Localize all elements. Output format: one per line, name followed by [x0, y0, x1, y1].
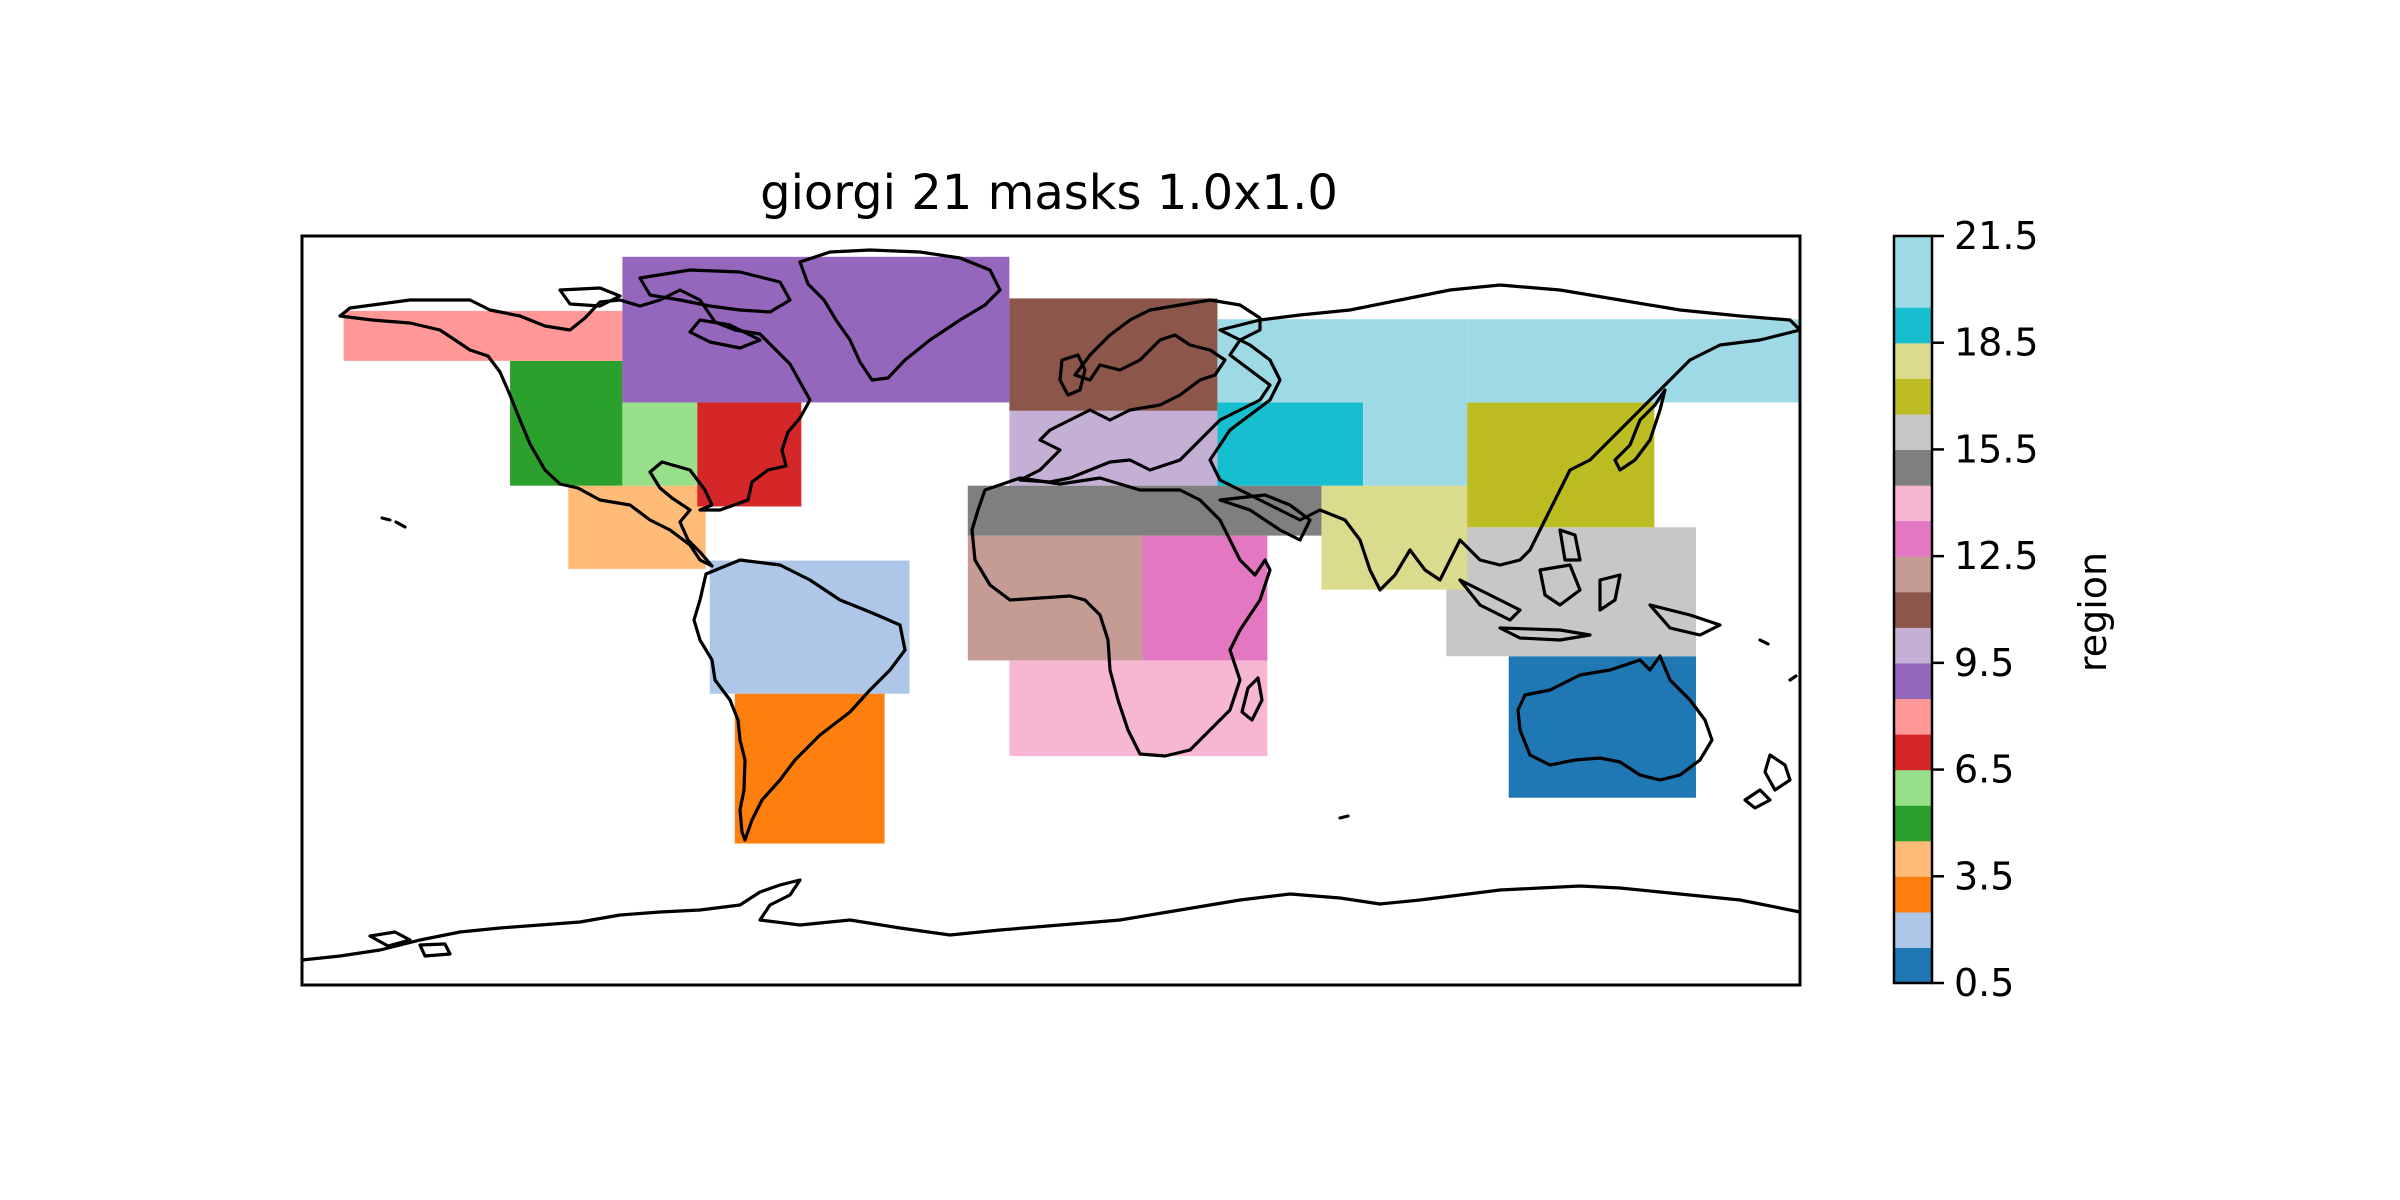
colorbar-swatch-16: [1894, 413, 1932, 451]
region-mask-13-12: [1142, 535, 1268, 661]
colorbar-tick-label-3: 9.5: [1954, 641, 2014, 685]
colorbar-label: region: [2071, 552, 2115, 672]
colorbar-swatch-20: [1894, 271, 1932, 308]
colorbar-swatch-18: [1894, 342, 1932, 379]
coastline-north-america: [338, 288, 812, 568]
colorbar: 0.5 3.5 6.5 9.5 12.5 15.5 18.5 21.5 region: [1892, 214, 2115, 1005]
coastline-madagascar: [1240, 676, 1264, 722]
colorbar-swatch-10: [1894, 627, 1932, 664]
coastline-arctic-islands: [558, 268, 792, 350]
colorbar-swatches: [1894, 236, 1932, 984]
coastline-europe: [1018, 298, 1272, 484]
region-mask-10-9: [1009, 410, 1218, 486]
map-area: [300, 234, 1802, 987]
coastline-south-america: [692, 558, 907, 842]
coastlines: [302, 248, 1800, 962]
colorbar-swatch-5: [1894, 805, 1932, 842]
colorbar-swatch-19: [1894, 307, 1932, 344]
colorbar-tick-label-6: 18.5: [1954, 321, 2039, 365]
colorbar-swatch-15: [1894, 449, 1932, 486]
colorbar-swatch-11: [1894, 591, 1932, 628]
colorbar-swatch-8: [1894, 698, 1932, 735]
coastline-indonesia: [1458, 528, 1722, 642]
region-mask-4-3: [568, 485, 706, 569]
map-title: giorgi 21 masks 1.0x1.0: [760, 165, 1338, 221]
colorbar-tick-label-2: 6.5: [1954, 748, 2014, 792]
colorbar-swatch-14: [1894, 485, 1932, 522]
region-mask-1-0: [1508, 656, 1696, 798]
colorbar-swatch-12: [1894, 556, 1932, 593]
colorbar-ticks: 0.5 3.5 6.5 9.5 12.5 15.5 18.5 21.5: [1932, 214, 2039, 1005]
region-mask-3-2: [734, 693, 885, 844]
region-mask-11-10: [1009, 298, 1218, 411]
region-mask-2-1: [709, 560, 910, 694]
colorbar-swatch-7: [1894, 734, 1932, 771]
coastline-asia: [1208, 283, 1800, 592]
colorbar-swatch-1: [1894, 947, 1932, 984]
region-mask-9-8: [622, 256, 1010, 403]
region-mask-8-7: [343, 310, 623, 361]
coastline-antarctica: [302, 878, 1800, 962]
colorbar-tick-label-4: 12.5: [1954, 534, 2039, 578]
region-mask-14-13: [1009, 660, 1268, 757]
coastline-british-isles: [1058, 353, 1087, 397]
coastline-arabia: [1218, 493, 1312, 542]
coastline-new-zealand: [1743, 753, 1792, 810]
colorbar-tick-label-7: 21.5: [1954, 214, 2039, 258]
region-mask-20-21: [1217, 319, 1468, 403]
colorbar-tick-label-5: 15.5: [1954, 427, 2039, 471]
coastline-greenland: [798, 248, 1002, 382]
map-frame: [300, 234, 1802, 987]
colorbar-tick-label-1: 3.5: [1954, 854, 2014, 898]
region-mask-20-19: [1363, 402, 1468, 486]
region-mask-19-18: [1217, 402, 1364, 486]
colorbar-frame: [1892, 234, 1934, 985]
colorbar-swatch-21: [1894, 236, 1932, 273]
colorbar-swatch-6: [1894, 769, 1932, 806]
coastline-hawaii: [380, 516, 407, 529]
region-mask-17-16: [1467, 402, 1655, 528]
region-mask-20-20: [1467, 319, 1800, 403]
coastline-australia: [1516, 654, 1714, 782]
region-mask-15-14: [967, 485, 1322, 536]
colorbar-tick-label-0: 0.5: [1954, 961, 2014, 1005]
colorbar-swatch-3: [1894, 876, 1932, 913]
colorbar-swatch-13: [1894, 520, 1932, 557]
colorbar-swatch-2: [1894, 911, 1932, 949]
colorbar-swatch-9: [1894, 662, 1932, 700]
region-mask-6-5: [622, 402, 698, 486]
region-mask-16-15: [1446, 527, 1696, 657]
colorbar-swatch-17: [1894, 378, 1932, 415]
region-masks: [343, 256, 1800, 844]
coastline-africa: [970, 476, 1272, 758]
coastline-japan: [1613, 388, 1667, 472]
coastline-antarctic-islands: [368, 930, 452, 958]
colorbar-swatch-4: [1894, 840, 1932, 877]
region-mask-5-4: [510, 360, 623, 486]
coastline-small-islands: [1338, 638, 1798, 820]
